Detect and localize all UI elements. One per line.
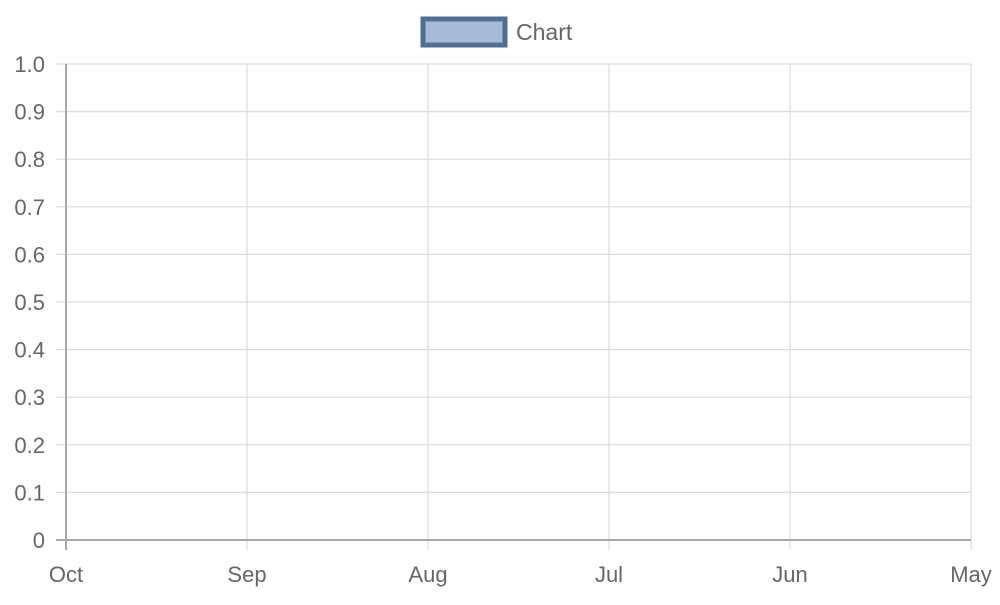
x-tick-label: May: [950, 562, 992, 587]
y-tick-label: 0.4: [14, 338, 45, 363]
y-tick-label: 0.1: [14, 480, 45, 505]
x-tick-label: Oct: [49, 562, 83, 587]
y-tick-label: 1.0: [14, 52, 45, 77]
y-axis-tick-labels: 0 0.1 0.2 0.3 0.4 0.5 0.6 0.7 0.8 0.9 1.0: [14, 52, 45, 553]
y-tick-label: 0.3: [14, 385, 45, 410]
legend-swatch[interactable]: [420, 16, 508, 48]
x-tick-label: Jul: [595, 562, 623, 587]
y-tick-label: 0.6: [14, 242, 45, 267]
y-tick-label: 0.9: [14, 100, 45, 125]
axes: [56, 64, 971, 550]
y-tick-label: 0.5: [14, 290, 45, 315]
y-tick-label: 0.7: [14, 195, 45, 220]
x-tick-label: Aug: [408, 562, 447, 587]
vertical-gridlines: [246, 64, 972, 550]
x-axis-tick-labels: Oct Sep Aug Jul Jun May: [49, 562, 992, 587]
y-tick-label: 0.8: [14, 147, 45, 172]
y-tick-label: 0: [33, 528, 45, 553]
legend[interactable]: Chart: [420, 16, 573, 48]
y-tick-label: 0.2: [14, 433, 45, 458]
x-tick-label: Jun: [772, 562, 807, 587]
legend-label[interactable]: Chart: [516, 19, 573, 45]
x-tick-label: Sep: [227, 562, 266, 587]
horizontal-gridlines: [56, 63, 971, 493]
